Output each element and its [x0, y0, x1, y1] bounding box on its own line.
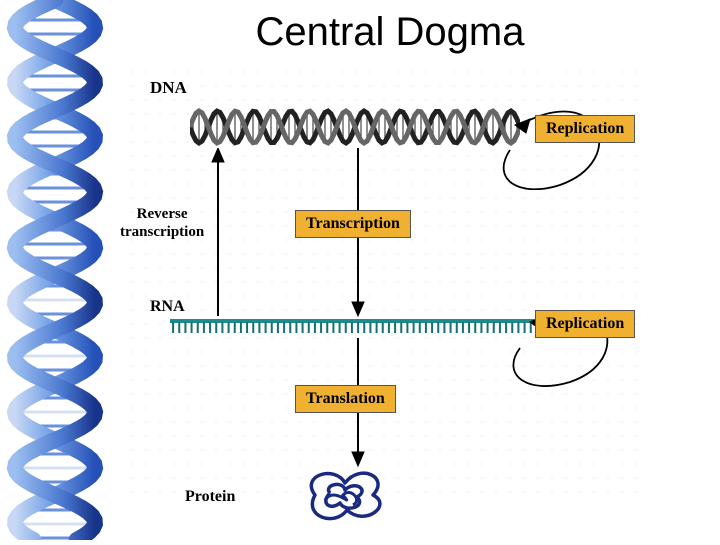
rna-label: RNA [150, 298, 185, 316]
sidebar-dna-helix [0, 0, 110, 540]
dna-label: DNA [150, 78, 187, 98]
protein-icon [295, 465, 395, 525]
replication-arc-bottom [470, 290, 640, 390]
protein-label: Protein [185, 488, 235, 506]
translation-box: Translation [295, 385, 396, 413]
replication-box-top: Replication [535, 115, 635, 143]
replication-box-bottom: Replication [535, 310, 635, 338]
central-dogma-diagram: DNA Replication Transcription Reverse tr… [130, 70, 710, 530]
transcription-box: Transcription [295, 210, 411, 238]
page-title: Central Dogma [180, 10, 600, 55]
reverse-transcription-label: Reverse transcription [120, 205, 204, 241]
reverse-transcription-arrow [208, 148, 228, 318]
